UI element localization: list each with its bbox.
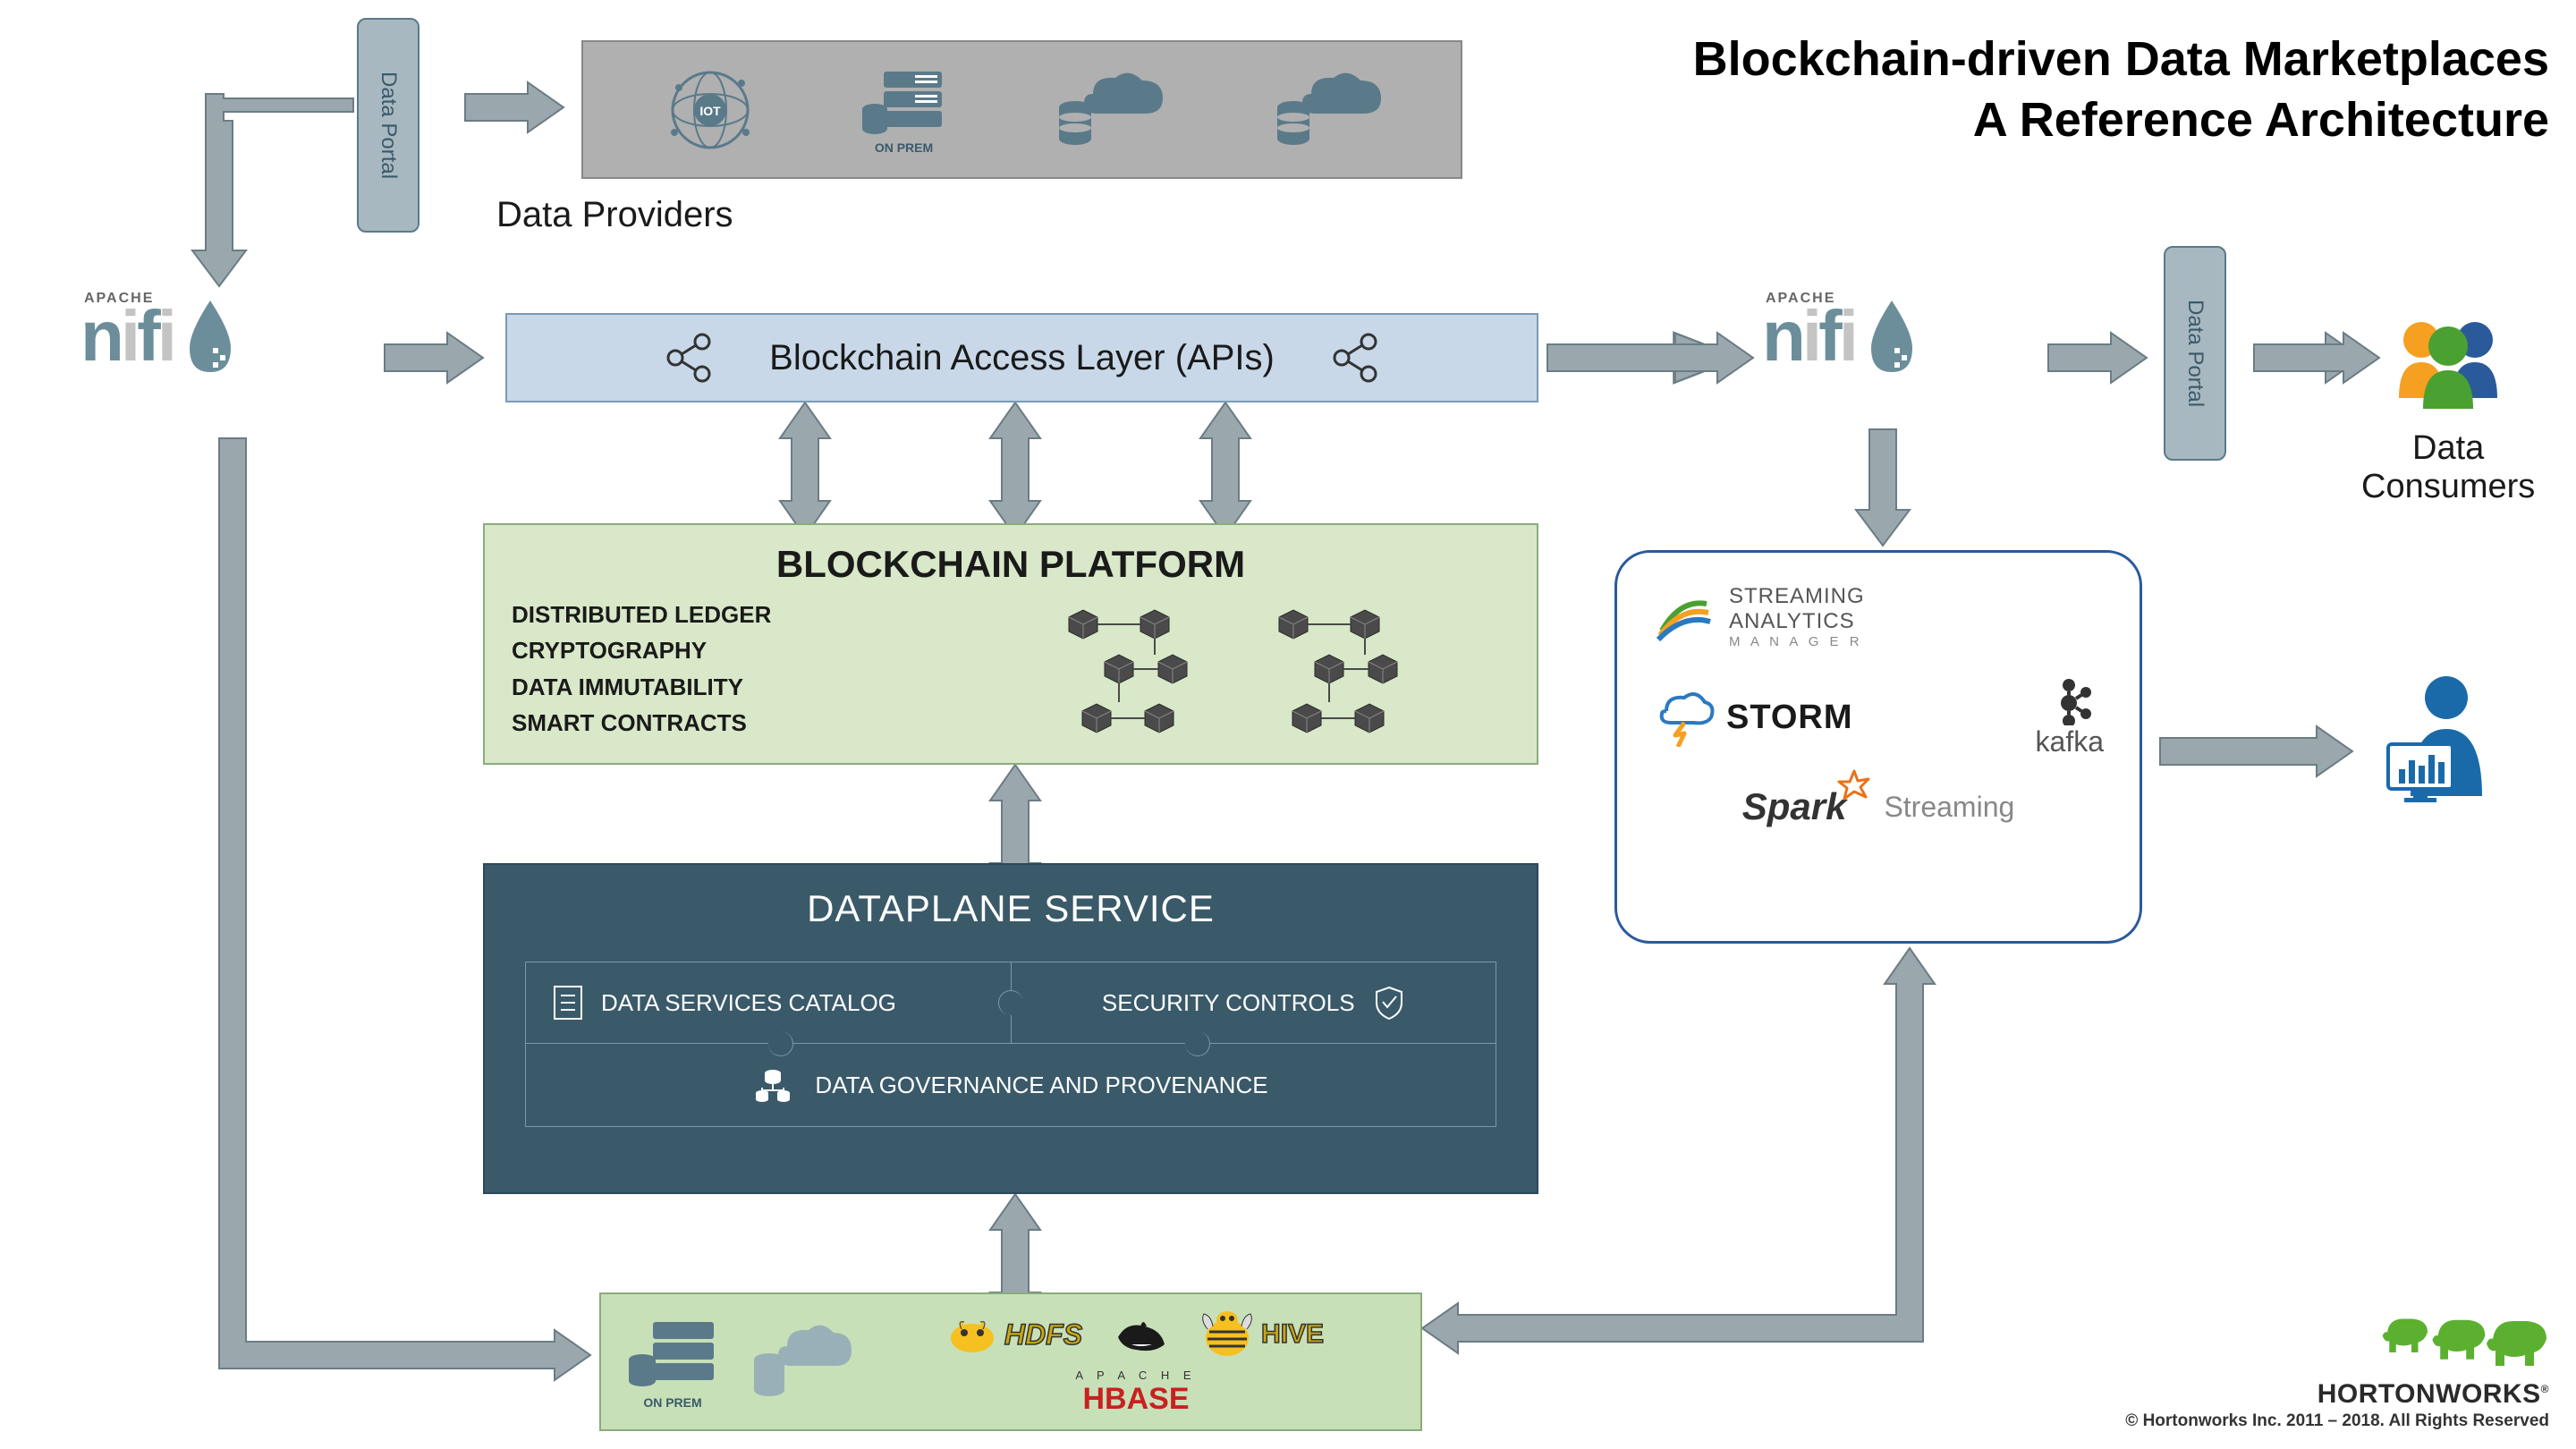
arrow-portal-to-providers <box>465 82 564 132</box>
streaming-box: STREAMING ANALYTICS M A N A G E R STORM … <box>1614 550 2142 944</box>
hive-logo: HIVE <box>1199 1307 1324 1362</box>
arrow-nifi2-down <box>1856 429 1910 546</box>
orca-icon <box>1109 1310 1172 1360</box>
spark-star-icon <box>1837 769 1871 803</box>
data-portal-right: Data Portal <box>2164 246 2226 461</box>
dataplane-services-catalog: DATA SERVICES CATALOG <box>526 962 1012 1043</box>
hortonworks-elephants-icon <box>2263 1312 2549 1379</box>
dataplane-box: DATAPLANE SERVICE DATA SERVICES CATALOG … <box>483 863 1538 1194</box>
blockchain-cubes-icon <box>1011 597 1510 749</box>
hierarchy-icon <box>753 1066 792 1104</box>
iot-globe-icon: IOT <box>661 61 759 159</box>
share-icon-left <box>662 331 716 385</box>
sam-swoosh-icon <box>1653 590 1716 644</box>
storm-icon <box>1653 689 1716 747</box>
data-providers-label: Data Providers <box>496 195 733 235</box>
dataplane-security-controls: SECURITY CONTROLS <box>1012 962 1496 1043</box>
db-cloud-icon-2 <box>1267 67 1383 152</box>
main-title: Blockchain-driven Data Marketplaces A Re… <box>1693 31 2549 148</box>
storage-box: ON PREM HDFS HIVE A P A C H E HBASE <box>599 1292 1422 1431</box>
kafka-icon <box>2045 676 2094 725</box>
arrow-portal-to-nifi <box>192 94 353 286</box>
arrow-nifi-to-access <box>385 333 483 383</box>
db-cloud-storage-icon <box>744 1319 852 1404</box>
arrow-access-blockchain-1 <box>780 402 830 537</box>
people-icon <box>2381 313 2515 411</box>
dataplane-governance: DATA GOVERNANCE AND PROVENANCE <box>526 1044 1496 1126</box>
arrow-access-blockchain-3 <box>1200 402 1250 537</box>
share-icon-right <box>1328 331 1382 385</box>
onprem-server-storage-icon: ON PREM <box>628 1315 717 1410</box>
arrow-access-to-nifi2 <box>1547 333 1753 383</box>
db-cloud-icon-1 <box>1048 67 1165 152</box>
arrow-nifi2-to-portal <box>2048 333 2147 383</box>
blockchain-platform-box: BLOCKCHAIN PLATFORM DISTRIBUTED LEDGER C… <box>483 523 1538 765</box>
arrow-access-blockchain-2 <box>990 402 1040 537</box>
nifi-logo-right: APACHE nifi <box>1762 295 1923 377</box>
analyst-user-icon <box>2370 671 2504 805</box>
arrow-streaming-to-user <box>2160 726 2352 776</box>
onprem-server-icon: ON PREM <box>861 64 946 155</box>
hortonworks-footer: HORTONWORKS® © Hortonworks Inc. 2011 – 2… <box>2125 1312 2549 1431</box>
shield-icon <box>1373 985 1405 1021</box>
data-consumers-group: Data Consumers <box>2361 313 2535 506</box>
data-providers-box: IOT ON PREM <box>581 40 1462 179</box>
svg-text:IOT: IOT <box>699 104 721 118</box>
access-layer-box: Blockchain Access Layer (APIs) <box>505 313 1538 402</box>
document-icon <box>553 985 583 1021</box>
nifi-logo-left: APACHE nifi <box>80 295 242 377</box>
arrow-portal-to-consumers <box>2254 333 2379 383</box>
hdfs-logo: HDFS <box>948 1313 1082 1356</box>
hbase-logo: A P A C H E HBASE <box>878 1368 1394 1417</box>
data-portal-left: Data Portal <box>357 18 419 233</box>
